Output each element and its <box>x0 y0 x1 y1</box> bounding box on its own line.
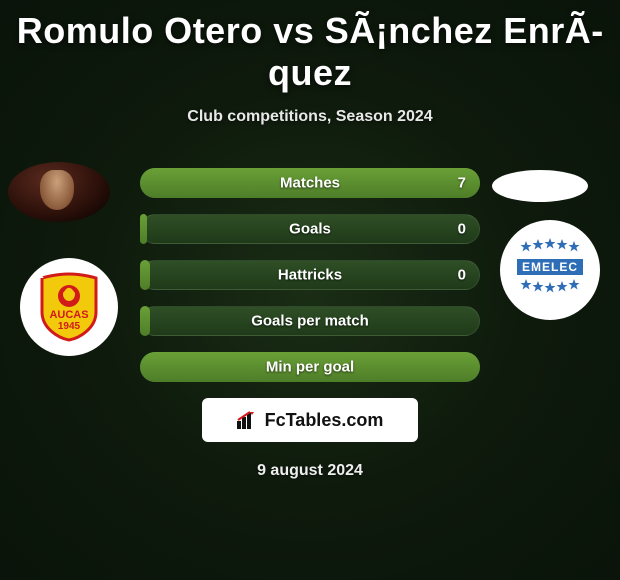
stat-row: Matches 7 <box>140 168 480 198</box>
stat-fill <box>140 306 150 336</box>
stat-row: Hattricks 0 <box>140 260 480 290</box>
page-title: Romulo Otero vs SÃ¡nchez EnrÃ­quez <box>0 0 620 94</box>
fctables-badge: FcTables.com <box>202 398 418 442</box>
aucas-shield-icon: AUCAS 1945 <box>38 272 100 342</box>
stat-value: 0 <box>458 221 466 238</box>
stat-label: Goals per match <box>251 313 369 330</box>
stat-row: Min per goal <box>140 352 480 382</box>
fctables-label: FcTables.com <box>265 410 384 431</box>
subtitle: Club competitions, Season 2024 <box>0 108 620 126</box>
stat-label: Min per goal <box>266 359 354 376</box>
stat-row: Goals 0 <box>140 214 480 244</box>
stat-bars: Matches 7 Goals 0 Hattricks 0 Goals per match M… <box>140 168 480 382</box>
club-right-name: EMELEC <box>522 260 578 274</box>
stat-fill <box>140 260 150 290</box>
comparison-panel: AUCAS 1945 EMELEC <box>0 168 620 480</box>
stat-fill <box>140 214 147 244</box>
club-badge-right: EMELEC <box>500 220 600 320</box>
club-left-name: AUCAS <box>49 309 88 321</box>
club-left-year: 1945 <box>58 321 81 332</box>
stat-label: Matches <box>280 175 340 192</box>
player-photo-right-placeholder <box>492 170 588 202</box>
stat-value: 7 <box>458 175 466 192</box>
stat-value: 0 <box>458 267 466 284</box>
stat-label: Hattricks <box>278 267 342 284</box>
date-label: 9 august 2024 <box>0 462 620 480</box>
emelec-badge-icon: EMELEC <box>511 229 589 312</box>
stat-label: Goals <box>289 221 331 238</box>
player-photo-left <box>8 162 110 222</box>
stat-row: Goals per match <box>140 306 480 336</box>
club-badge-left: AUCAS 1945 <box>20 258 118 356</box>
bar-chart-icon <box>237 411 259 429</box>
